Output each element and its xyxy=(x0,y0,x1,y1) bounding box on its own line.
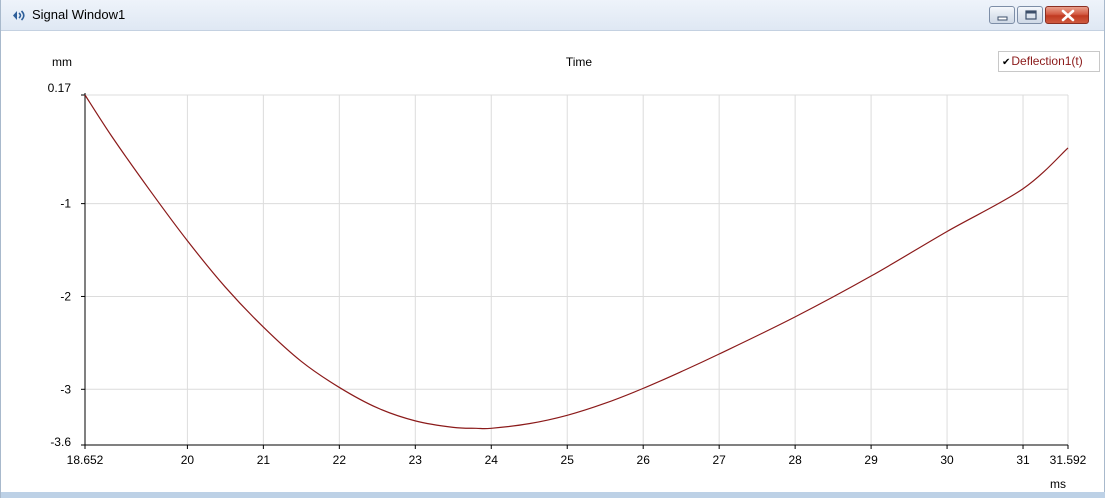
minimize-icon xyxy=(997,16,1008,21)
x-tick-label: 30 xyxy=(940,453,954,467)
deflection-chart[interactable]: 18.652 20 21 22 23 24 25 26 27 28 29 30 31 31.592 0.1… xyxy=(1,31,1104,492)
chart-panel[interactable]: 18.652 20 21 22 23 24 25 26 27 28 29 30 31 31.592 0.1… xyxy=(1,31,1104,492)
x-tick-labels: 18.652 20 21 22 23 24 25 26 27 28 29 30 31 31.592 xyxy=(67,453,1087,467)
x-tick-label: 22 xyxy=(333,453,347,467)
x-tick-label: 28 xyxy=(788,453,802,467)
y-tick-labels: 0.17 -1 -2 -3 -3.6 xyxy=(48,81,72,449)
x-tick-label: 21 xyxy=(257,453,271,467)
signal-window-icon xyxy=(13,10,25,21)
series-line-deflection1 xyxy=(84,94,1069,430)
y-tick-label: -2 xyxy=(60,289,71,303)
x-tick-label: 18.652 xyxy=(67,453,104,467)
y-tick-label: -3.6 xyxy=(50,435,71,449)
x-tick-label: 24 xyxy=(485,453,499,467)
maximize-button[interactable] xyxy=(1017,6,1043,24)
maximize-icon xyxy=(1025,10,1037,20)
y-tick-label: -1 xyxy=(60,197,71,211)
x-tick-label: 25 xyxy=(561,453,575,467)
grid-lines xyxy=(84,94,1069,446)
close-icon xyxy=(1061,9,1075,22)
close-button[interactable] xyxy=(1045,6,1089,24)
x-tick-label: 31 xyxy=(1016,453,1030,467)
window-bottom-border xyxy=(1,492,1105,498)
series-layer xyxy=(84,94,1069,430)
window-title: Signal Window1 xyxy=(32,7,126,22)
y-axis-unit: mm xyxy=(52,55,72,69)
title-bar[interactable]: Signal Window1 xyxy=(1,0,1104,31)
legend-item-deflection1[interactable]: ✔Deflection1(t) xyxy=(998,51,1100,72)
x-axis-unit: ms xyxy=(1050,477,1066,491)
chart-title: Time xyxy=(566,55,593,69)
x-tick-label: 29 xyxy=(864,453,878,467)
checkmark-icon: ✔ xyxy=(1002,57,1011,68)
x-tick-label: 27 xyxy=(712,453,726,467)
y-tick-label: -3 xyxy=(60,382,71,396)
minimize-button[interactable] xyxy=(989,6,1015,24)
y-tick-label: 0.17 xyxy=(48,81,72,95)
x-tick-label: 20 xyxy=(181,453,195,467)
legend-label: Deflection1(t) xyxy=(1011,54,1083,68)
x-tick-label: 23 xyxy=(409,453,423,467)
x-tick-label: 26 xyxy=(637,453,651,467)
x-tick-label: 31.592 xyxy=(1050,453,1087,467)
axes xyxy=(81,93,1069,449)
